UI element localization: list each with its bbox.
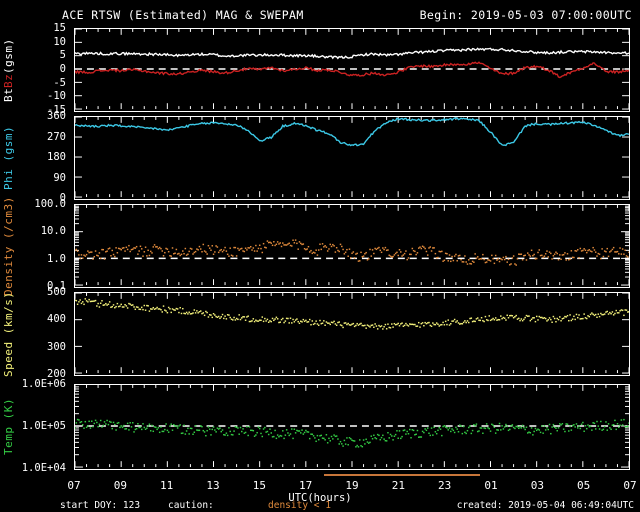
- y-tick-label: 1.0E+05: [21, 420, 66, 432]
- y-tick-label: 0: [59, 192, 66, 204]
- y-tick-label: 200: [47, 368, 66, 380]
- footer-density-flag: density < 1: [268, 500, 331, 511]
- y-tick-label: 1.0E+06: [21, 378, 66, 390]
- y-tick-label: 300: [47, 340, 66, 353]
- y-ticks-phi: 360 270 180 90 0: [0, 111, 70, 203]
- y-tick-label: 90: [53, 171, 66, 184]
- y-tick-label: -15: [47, 104, 66, 116]
- y-tick-label: 100.0: [34, 198, 66, 210]
- x-tick-label: 03: [530, 479, 544, 492]
- y-tick-label: 15: [53, 22, 66, 34]
- footer-created: created: 2019-05-04 06:49:04UTC: [456, 500, 634, 511]
- panel-phi: [74, 116, 630, 200]
- footer-doy: start DOY: 123: [60, 500, 141, 511]
- y-ticks-bt-bz: 15 10 5 0 -5 -10 -15: [0, 23, 70, 115]
- y-tick-label: 360: [47, 110, 66, 122]
- x-tick-label: 05: [577, 479, 591, 492]
- x-tick-label: 01: [484, 479, 498, 492]
- x-tick-label: 15: [252, 479, 266, 492]
- y-tick-label: 1.0E+04: [21, 462, 66, 474]
- panel-temp: [74, 384, 630, 470]
- y-tick-label: 180: [47, 151, 66, 163]
- x-tick-label: 23: [438, 479, 452, 492]
- caution-density-bar: [324, 474, 480, 476]
- y-tick-label: 0: [59, 63, 66, 75]
- y-tick-label: 270: [47, 130, 66, 143]
- x-tick-label: 17: [299, 479, 313, 492]
- y-tick-label: 1.0: [47, 252, 66, 265]
- x-tick-label: 21: [391, 479, 405, 492]
- panel-density: [74, 204, 630, 288]
- x-tick-label: 13: [206, 479, 220, 492]
- y-tick-label: 10: [53, 35, 66, 48]
- plot-phi: [75, 117, 629, 198]
- x-tick-label: 19: [345, 479, 359, 492]
- y-tick-label: 400: [47, 313, 66, 326]
- plot-density: [75, 205, 629, 286]
- y-tick-label: -5: [53, 76, 66, 89]
- x-tick-label: 07: [67, 479, 81, 492]
- plot-bt-bz: [75, 29, 629, 110]
- footer-caution-label: caution:: [168, 500, 214, 511]
- x-tick-label: 09: [113, 479, 127, 492]
- x-axis-ticks: 07 09 11 13 15 17 19 21 23 01 03 05 07: [67, 479, 636, 492]
- panel-speed: [74, 292, 630, 376]
- y-tick-label: 5: [59, 49, 66, 62]
- begin-timestamp: Begin: 2019-05-03 07:00:00UTC: [419, 8, 632, 22]
- x-tick-label: 11: [160, 479, 174, 492]
- page-title: ACE RTSW (Estimated) MAG & SWEPAM: [62, 8, 304, 22]
- y-ticks-density: 100.0 10.0 1.0 0.1: [0, 199, 70, 291]
- plot-speed: [75, 293, 629, 374]
- panel-bt-bz: [74, 28, 630, 112]
- y-ticks-speed: 500 400 300 200: [0, 287, 70, 379]
- x-axis-title: UTC(hours): [288, 492, 352, 504]
- plot-temp: [75, 385, 629, 468]
- y-tick-label: 500: [47, 286, 66, 298]
- y-ticks-temp: 1.0E+06 1.0E+05 1.0E+04: [0, 379, 70, 473]
- y-tick-label: -10: [47, 90, 66, 103]
- y-tick-label: 10.0: [40, 225, 66, 238]
- y-tick-label: 0.1: [47, 280, 66, 292]
- x-tick-label: 07: [623, 479, 637, 492]
